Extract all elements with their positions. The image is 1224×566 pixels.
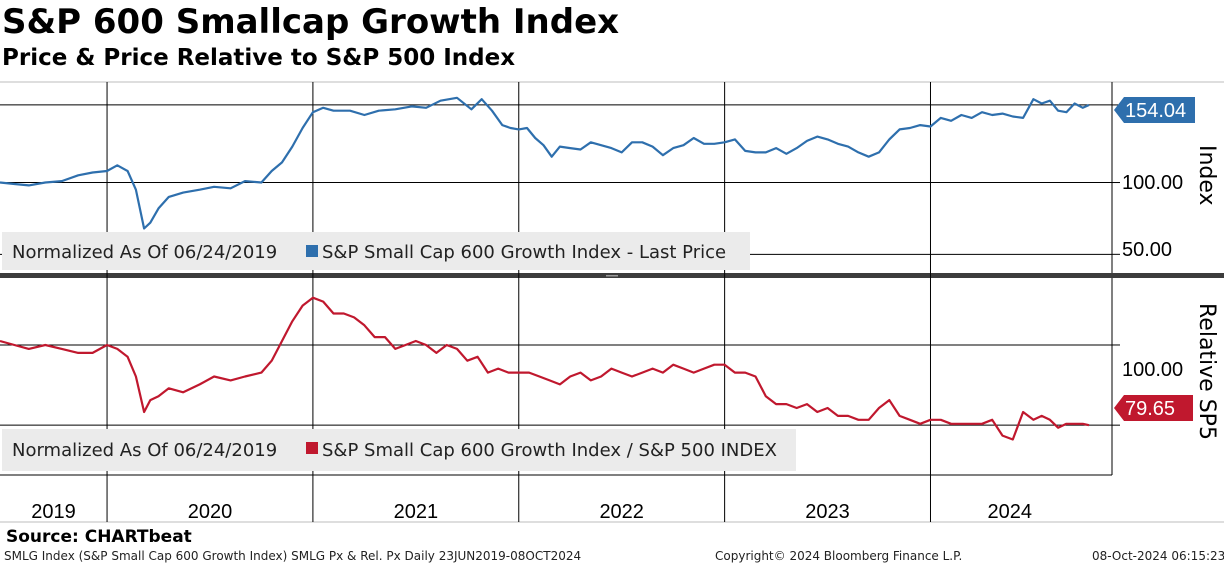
legend-prefix-relative: Normalized As Of 06/24/2019 [12,440,277,461]
y-axis-title-price: Index [1194,145,1219,206]
x-tick-label-2019: 2019 [31,501,76,523]
last-value-label-price: 154.04 [1125,100,1186,122]
x-tick-label-2021: 2021 [394,501,439,523]
legend-label-relative: S&P Small Cap 600 Growth Index / S&P 500… [322,440,777,461]
last-value-label-relative: 79.65 [1125,398,1175,420]
chart-subtitle: Price & Price Relative to S&P 500 Index [2,45,516,71]
series-line-price [0,96,1090,230]
legend-label-price: S&P Small Cap 600 Growth Index - Last Pr… [322,242,726,263]
footer-copyright: Copyright© 2024 Bloomberg Finance L.P. [715,549,963,563]
x-tick-label-2020: 2020 [188,501,233,523]
legend-swatch-price [306,245,318,257]
footer-timestamp: 08-Oct-2024 06:15:23 [1092,549,1224,563]
legend-box-price [2,232,750,270]
legend-box-relative [2,429,796,471]
x-tick-label-2024: 2024 [987,501,1032,523]
y-tick-label-relative-100: 100.00 [1122,359,1183,381]
chart-title: S&P 600 Smallcap Growth Index [2,2,620,42]
x-tick-label-2023: 2023 [805,501,850,523]
y-tick-label-price-100: 100.00 [1122,172,1183,194]
last-value-tag-price [1114,97,1195,123]
legend-swatch-relative [306,442,318,454]
y-tick-label-price-50: 50.00 [1122,239,1172,261]
panel-divider-grip[interactable] [606,275,618,277]
last-value-tag-relative [1114,395,1193,421]
series-line-relative [0,296,1090,441]
y-axis-title-relative: Relative SP5 [1194,303,1219,440]
x-tick-label-2022: 2022 [599,501,644,523]
source-label: Source: CHARTbeat [6,527,192,547]
legend-prefix-price: Normalized As Of 06/24/2019 [12,242,277,263]
footer-description: SMLG Index (S&P Small Cap 600 Growth Ind… [4,549,582,563]
